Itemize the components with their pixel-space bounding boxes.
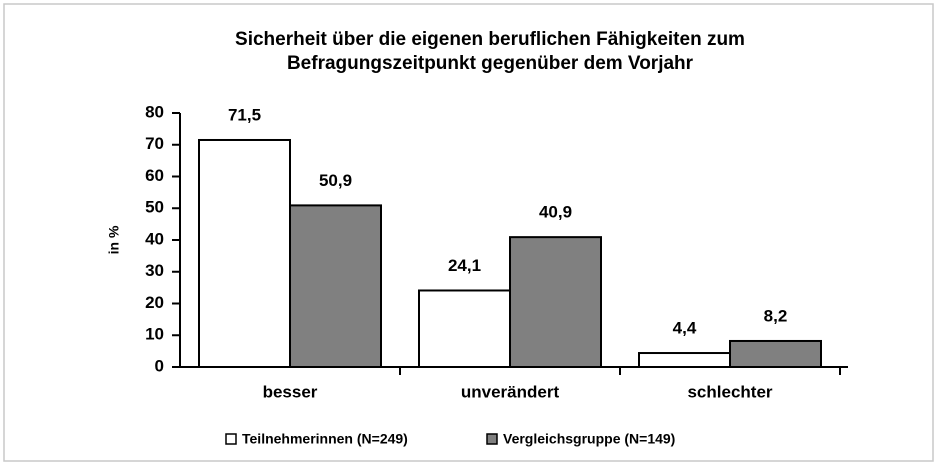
x-tick-label: schlechter: [687, 382, 772, 401]
bar: [198, 138, 291, 368]
y-tick-label: 40: [145, 229, 164, 248]
value-label: 4,4: [673, 319, 697, 338]
y-tick-label: 20: [145, 293, 164, 312]
legend-swatch: [225, 433, 237, 445]
x-tick-label: unverändert: [461, 382, 560, 401]
y-tick-label: 0: [155, 356, 164, 375]
chart-border: [3, 3, 934, 462]
value-label: 50,9: [319, 171, 352, 190]
bar: [509, 236, 602, 368]
chart-title: Befragungszeitpunkt gegenüber dem Vorjah…: [287, 53, 694, 74]
legend-swatch: [486, 433, 498, 445]
y-tick-label: 60: [145, 166, 164, 185]
value-label: 8,2: [764, 306, 788, 325]
y-tick-label: 10: [145, 325, 164, 344]
legend-label: Vergleichsgruppe (N=149): [503, 431, 675, 447]
legend-label: Teilnehmerinnen (N=249): [242, 431, 408, 447]
y-tick-label: 30: [145, 261, 164, 280]
y-tick-label: 80: [145, 102, 164, 121]
y-tick-label: 50: [145, 198, 164, 217]
bar: [729, 339, 822, 368]
bar: [289, 204, 382, 368]
value-label: 40,9: [539, 203, 572, 222]
y-tick-label: 70: [145, 134, 164, 153]
chart-title: Sicherheit über die eigenen beruflichen …: [235, 29, 745, 50]
y-axis-label: in %: [106, 225, 122, 254]
bar: [638, 352, 731, 368]
x-tick-label: besser: [263, 382, 318, 401]
value-label: 71,5: [228, 105, 261, 124]
bar: [418, 289, 511, 369]
value-label: 24,1: [448, 256, 481, 275]
